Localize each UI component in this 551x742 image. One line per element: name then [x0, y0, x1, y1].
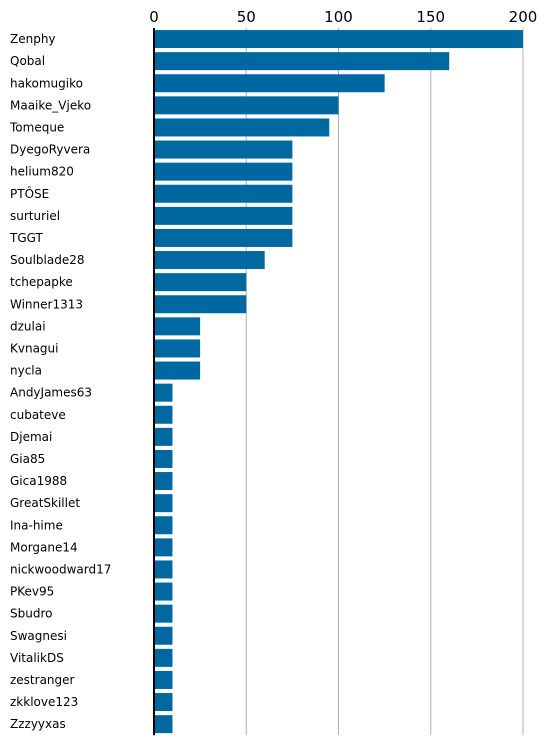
bar [154, 273, 247, 292]
category-label: GreatSkillet [10, 496, 80, 510]
category-label: cubateve [10, 408, 66, 422]
category-label: zkklove123 [10, 695, 78, 709]
category-label: nycla [10, 364, 42, 378]
category-label: PKev95 [10, 585, 54, 599]
bar [154, 449, 173, 468]
bar [154, 184, 293, 203]
bar [154, 140, 293, 159]
category-label: Winner1313 [10, 297, 83, 311]
bar [154, 206, 293, 225]
category-label: Zzzyyxas [10, 717, 66, 731]
category-label: VitalikDS [10, 651, 64, 665]
category-label: surturiel [10, 209, 60, 223]
category-label: Zenphy [10, 32, 56, 46]
category-label: nickwoodward17 [10, 562, 111, 576]
bar [154, 295, 247, 314]
bar [154, 383, 173, 402]
category-label: Kvnagui [10, 341, 59, 355]
grid-layer [245, 28, 524, 736]
category-label: Qobal [10, 54, 45, 68]
bar [154, 494, 173, 513]
bar [154, 162, 293, 181]
bar [154, 604, 173, 623]
bar [154, 648, 173, 667]
category-label: Djemai [10, 430, 52, 444]
category-label: tchepapke [10, 275, 73, 289]
bar [154, 118, 330, 137]
bar [154, 228, 293, 247]
bar [154, 538, 173, 557]
category-label: hakomugiko [10, 76, 83, 90]
category-label: Sbudro [10, 607, 52, 621]
x-tick-label: 200 [509, 8, 538, 26]
bar [154, 560, 173, 579]
bar [154, 361, 201, 380]
bar [154, 96, 339, 115]
bar [154, 52, 450, 71]
category-label: TGGT [9, 231, 44, 245]
bar [154, 626, 173, 645]
category-label: dzulai [10, 319, 46, 333]
category-label: helium820 [10, 165, 74, 179]
category-label: AndyJames63 [10, 386, 92, 400]
category-label: Morgane14 [10, 540, 78, 554]
category-label: Swagnesi [10, 629, 67, 643]
bar [154, 74, 385, 93]
bar [154, 715, 173, 734]
x-tick-label: 100 [324, 8, 353, 26]
category-label: zestranger [10, 673, 75, 687]
category-label: Gia85 [10, 452, 45, 466]
bar [154, 405, 173, 424]
bar [154, 251, 265, 270]
bar [154, 317, 201, 336]
x-tick-label: 150 [416, 8, 445, 26]
category-label: Soulblade28 [10, 253, 84, 267]
category-label: Ina-hime [10, 518, 63, 532]
bar [154, 670, 173, 689]
x-tick-label: 50 [237, 8, 256, 26]
category-label: DyegoRyvera [10, 143, 90, 157]
bar [154, 30, 523, 49]
bar [154, 339, 201, 358]
x-tick-label: 0 [149, 8, 159, 26]
bar [154, 472, 173, 491]
bar [154, 693, 173, 712]
category-label: Tomeque [9, 120, 64, 134]
bar [154, 427, 173, 446]
category-label-layer: Zenphy Qobal hakomugiko Maaike_Vjeko Tomeque… [9, 32, 111, 731]
category-label: Maaike_Vjeko [10, 98, 91, 112]
bar-layer [154, 30, 523, 734]
bar [154, 516, 173, 535]
category-label: Gica1988 [10, 474, 67, 488]
bar [154, 582, 173, 601]
category-label: PTÔSE [10, 186, 49, 201]
tick-label-layer: 0 50 100 150 200 [149, 8, 537, 26]
